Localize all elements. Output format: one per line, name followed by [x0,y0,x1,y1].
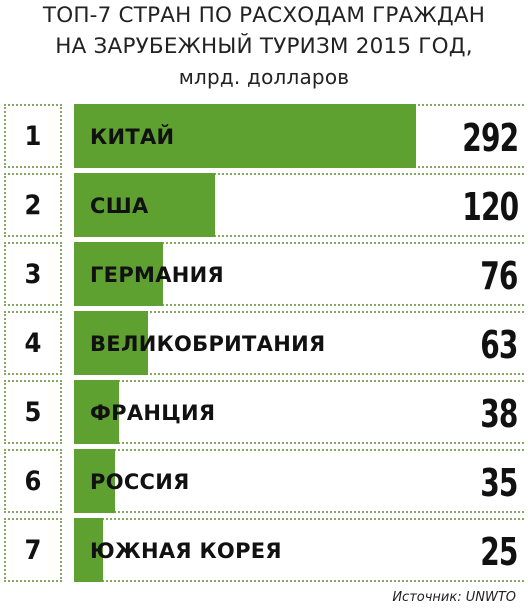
bar-track: ЮЖНАЯ КОРЕЯ 25 [74,518,524,582]
title-line-1: ТОП-7 СТРАН ПО РАСХОДАМ ГРАЖДАН [42,3,486,28]
bar [74,380,119,444]
rank-label: 4 [4,311,62,375]
data-label: 120 [461,185,519,229]
data-label: 63 [480,323,519,367]
bar-track: ВЕЛИКОБРИТАНИЯ 63 [74,311,524,375]
category-label: ЮЖНАЯ КОРЕЯ [90,539,282,563]
data-label: 25 [480,530,519,574]
data-label: 292 [461,116,519,160]
bar-track: КИТАЙ 292 [74,104,524,168]
data-label: 35 [480,461,519,505]
bar-track: США 120 [74,173,524,237]
chart-title: ТОП-7 СТРАН ПО РАСХОДАМ ГРАЖДАН НА ЗАРУБ… [0,0,528,93]
rank-label: 1 [4,104,62,168]
title-line-2: НА ЗАРУБЕЖНЫЙ ТУРИЗМ 2015 ГОД, [55,34,473,59]
rank-label: 6 [4,449,62,513]
bar [74,311,148,375]
category-label: РОССИЯ [90,470,190,494]
bar-row: 3 ГЕРМАНИЯ 76 [4,242,526,306]
data-label: 76 [480,254,519,298]
rank-label: 3 [4,242,62,306]
bar-track: ГЕРМАНИЯ 76 [74,242,524,306]
category-label: КИТАЙ [90,125,175,149]
category-label: США [90,194,149,218]
data-label: 38 [480,392,519,436]
bar [74,518,103,582]
bar-track: РОССИЯ 35 [74,449,524,513]
category-label: ГЕРМАНИЯ [90,263,224,287]
bar-row: 2 США 120 [4,173,526,237]
bar-row: 4 ВЕЛИКОБРИТАНИЯ 63 [4,311,526,375]
bar [74,104,416,168]
bar-row: 6 РОССИЯ 35 [4,449,526,513]
bar [74,242,163,306]
rank-label: 7 [4,518,62,582]
bar [74,173,215,237]
bar-track: ФРАНЦИЯ 38 [74,380,524,444]
bar-row: 7 ЮЖНАЯ КОРЕЯ 25 [4,518,526,582]
rank-label: 5 [4,380,62,444]
category-label: ВЕЛИКОБРИТАНИЯ [90,332,326,356]
bar [74,449,115,513]
rank-label: 2 [4,173,62,237]
bar-row: 5 ФРАНЦИЯ 38 [4,380,526,444]
source-note: Источник: UNWTO [392,590,516,605]
bar-row: 1 КИТАЙ 292 [4,104,526,168]
category-label: ФРАНЦИЯ [90,401,216,425]
title-line-3: млрд. долларов [178,65,350,89]
